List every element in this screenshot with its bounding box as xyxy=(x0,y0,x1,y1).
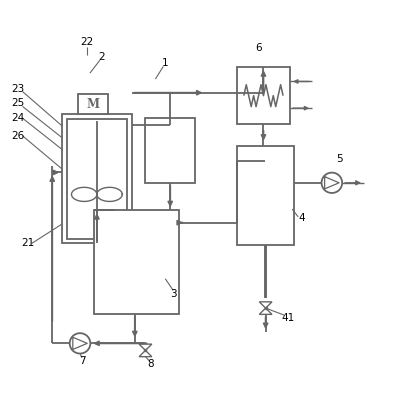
Circle shape xyxy=(70,333,90,354)
Text: 3: 3 xyxy=(170,289,177,299)
Text: 24: 24 xyxy=(11,113,24,123)
Circle shape xyxy=(322,173,342,193)
Text: 23: 23 xyxy=(11,84,24,94)
Bar xyxy=(67,119,127,239)
Bar xyxy=(145,118,195,183)
Text: M: M xyxy=(86,97,100,110)
Polygon shape xyxy=(139,344,152,351)
Text: 41: 41 xyxy=(282,313,295,323)
Polygon shape xyxy=(259,302,272,308)
Bar xyxy=(237,145,294,246)
Text: 26: 26 xyxy=(11,131,24,141)
Text: 25: 25 xyxy=(11,98,24,108)
Text: 8: 8 xyxy=(147,359,154,369)
Text: 4: 4 xyxy=(299,213,305,223)
Text: 6: 6 xyxy=(255,43,262,53)
Bar xyxy=(237,67,290,124)
Bar xyxy=(94,210,179,314)
Text: 5: 5 xyxy=(336,154,343,164)
Text: 22: 22 xyxy=(80,37,94,47)
Bar xyxy=(62,114,132,244)
Bar xyxy=(78,94,108,114)
Polygon shape xyxy=(259,308,272,314)
Text: 2: 2 xyxy=(99,53,105,62)
Polygon shape xyxy=(139,351,152,357)
Text: 1: 1 xyxy=(162,58,169,68)
Text: 21: 21 xyxy=(21,239,34,248)
Text: 7: 7 xyxy=(79,356,85,366)
